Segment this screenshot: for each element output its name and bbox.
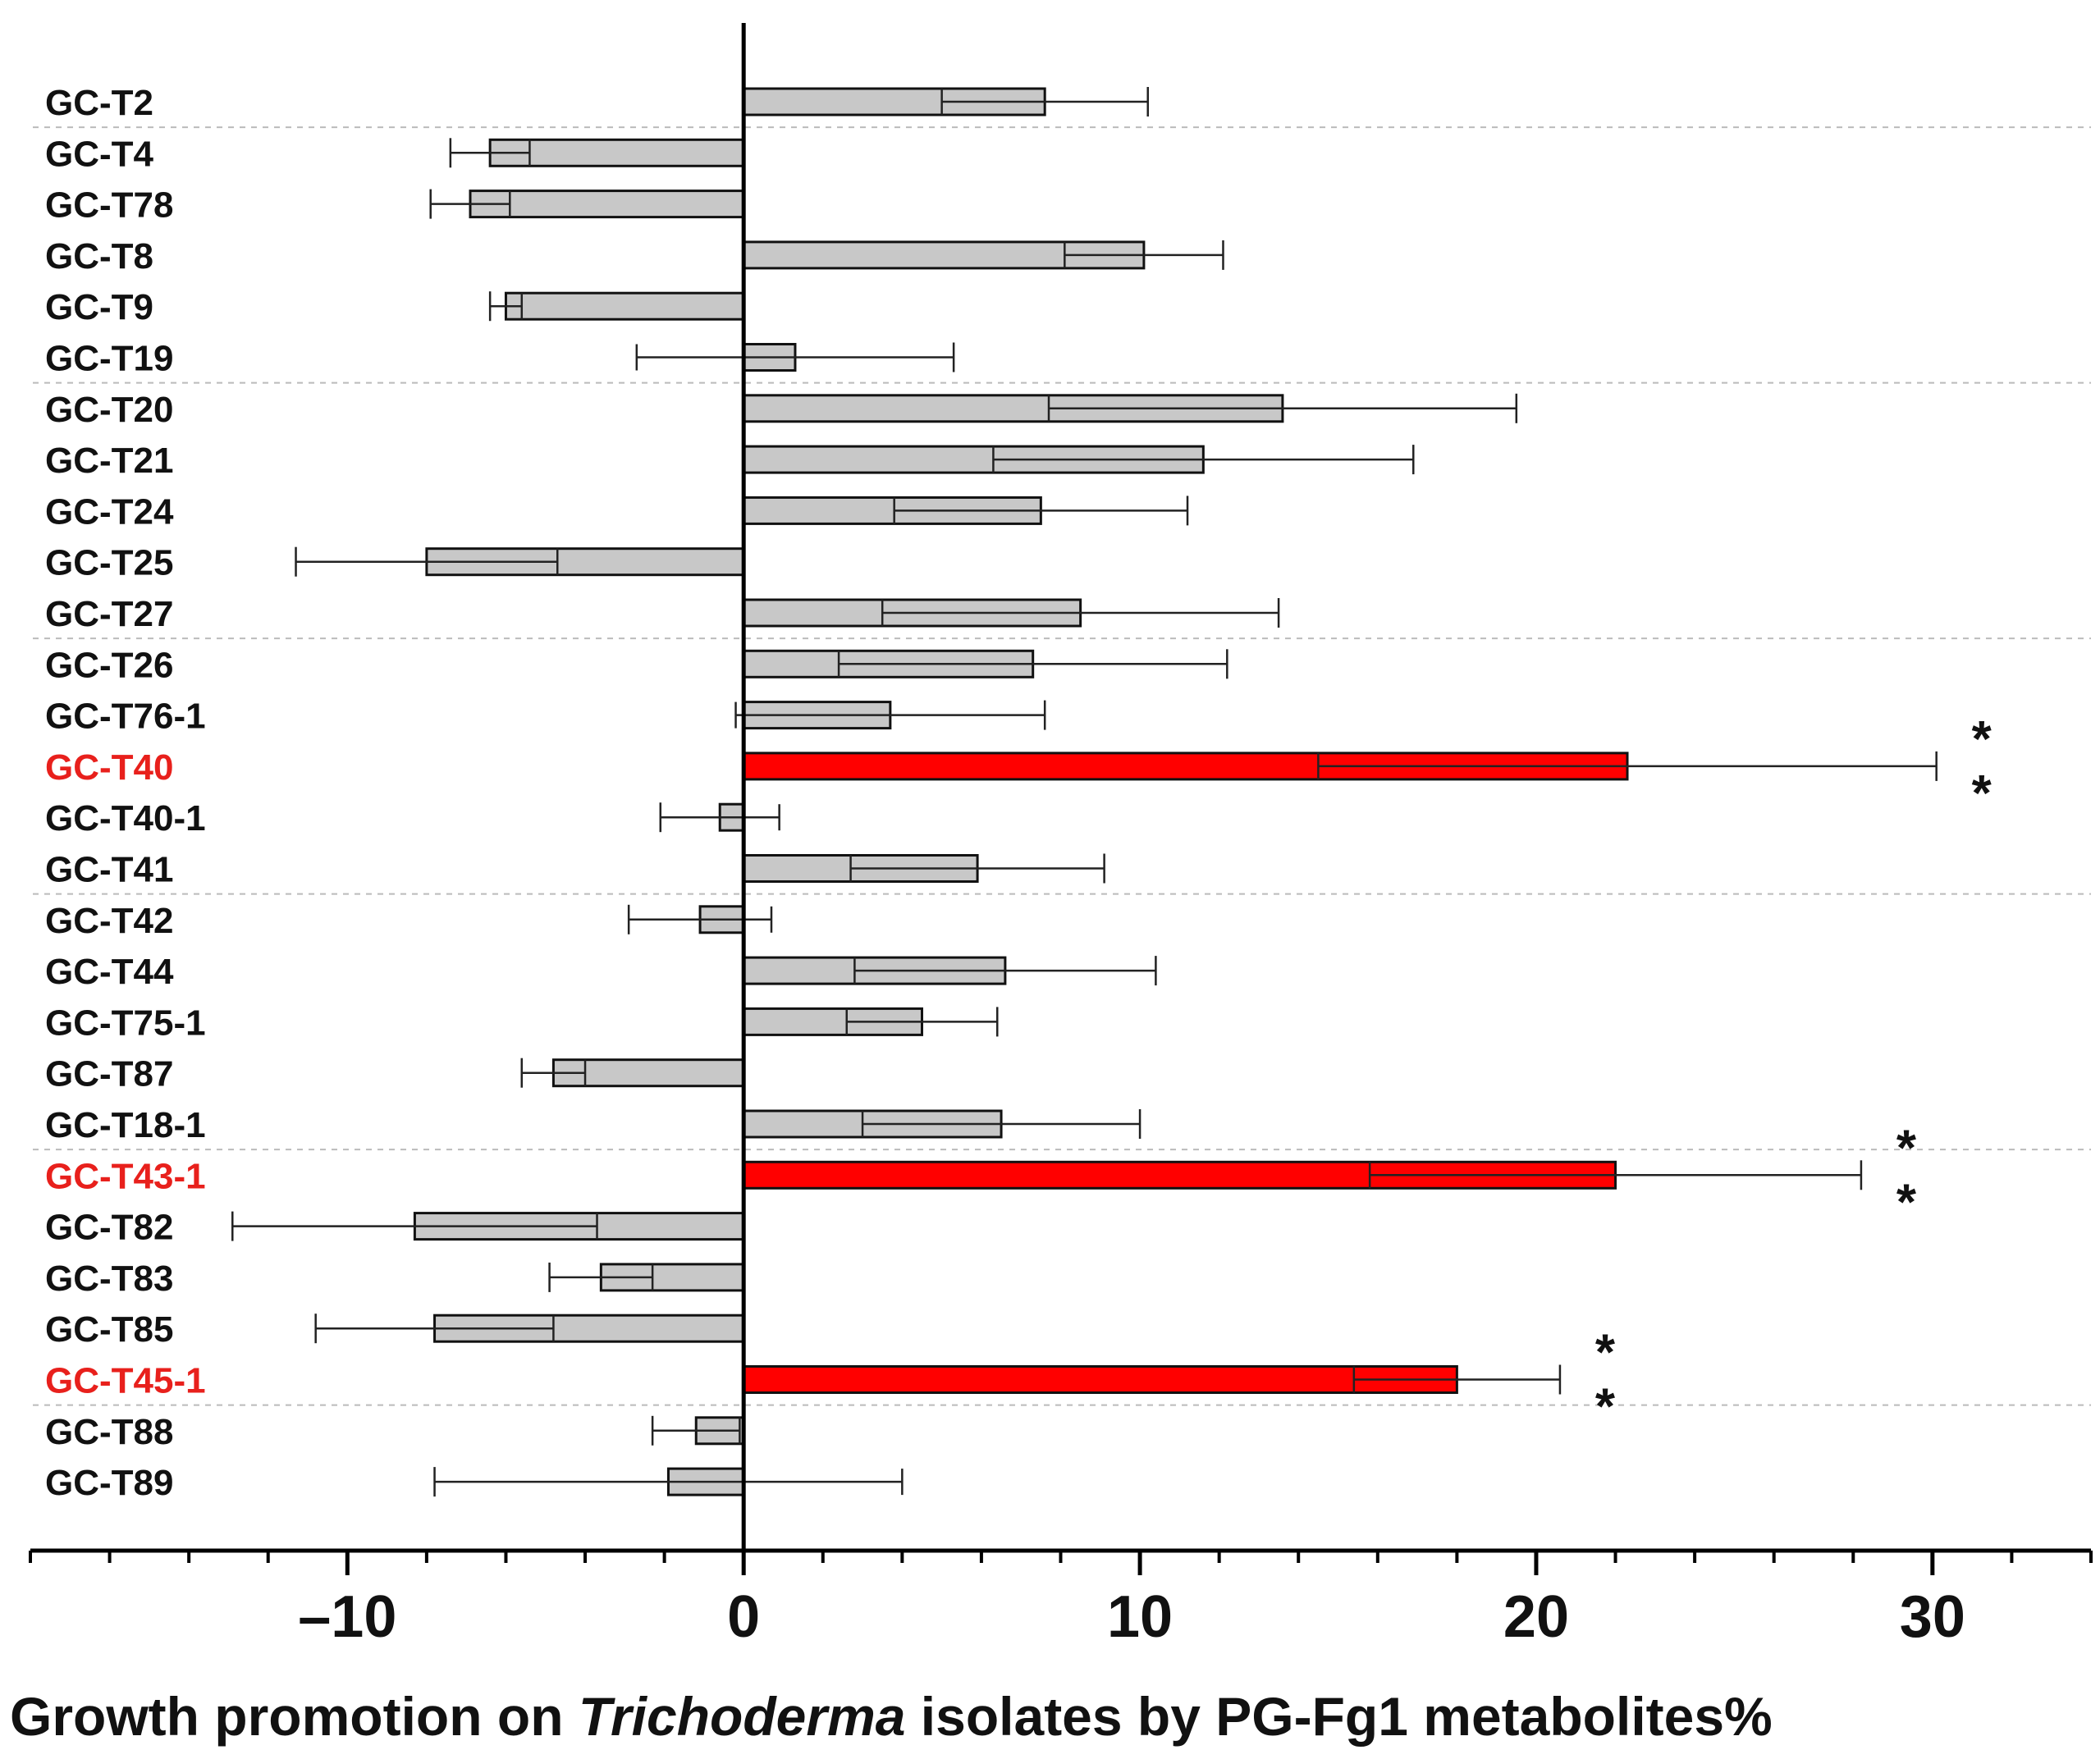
bars-layer [413, 87, 1629, 1496]
category-label-gc-t24: GC-T24 [45, 491, 174, 532]
error-bar-gc-t40 [1317, 751, 1938, 781]
category-label-gc-t43-1: GC-T43-1 [45, 1156, 206, 1196]
significance-star: * [1972, 711, 1992, 768]
category-label-gc-t42: GC-T42 [45, 901, 173, 941]
category-label-gc-t26: GC-T26 [45, 645, 173, 685]
category-label-gc-t40-1: GC-T40-1 [45, 798, 206, 838]
error-bar-gc-t4 [449, 138, 531, 168]
error-bar-gc-t85 [314, 1314, 555, 1344]
category-label-gc-t4: GC-T4 [45, 134, 154, 174]
error-bar-gc-t75-1 [845, 1007, 999, 1037]
error-bar-gc-t83 [548, 1262, 654, 1292]
category-label-gc-t41: GC-T41 [45, 850, 173, 890]
error-bar-gc-t2 [940, 87, 1149, 117]
x-tick-label: 10 [1107, 1584, 1173, 1650]
bar-gc-t78 [469, 190, 745, 219]
category-label-gc-t87: GC-T87 [45, 1054, 173, 1094]
x-tick-label: 0 [727, 1584, 760, 1650]
significance-star: * [1972, 765, 1992, 822]
error-bar-gc-t87 [520, 1058, 587, 1088]
error-bar-gc-t42 [627, 904, 773, 934]
category-label-gc-t89: GC-T89 [45, 1463, 173, 1503]
x-tick-label: –10 [298, 1584, 396, 1650]
category-label-gc-t21: GC-T21 [45, 441, 173, 481]
error-bar-gc-t27 [881, 598, 1280, 628]
category-label-gc-t83: GC-T83 [45, 1259, 173, 1299]
x-label-part: Growth promotion on [10, 1686, 579, 1747]
category-label-gc-t27: GC-T27 [45, 594, 173, 634]
x-label-part: isolates by PG-Fg1 metabolites% [905, 1686, 1772, 1747]
x-axis-label: Growth promotion on Trichoderma isolates… [10, 1686, 1773, 1747]
error-bar-gc-t25 [295, 546, 559, 577]
x-tick-label: 30 [1900, 1584, 1965, 1650]
category-label-gc-t8: GC-T8 [45, 236, 153, 276]
category-label-gc-t19: GC-T19 [45, 339, 173, 379]
error-bars-layer [231, 87, 1938, 1497]
error-bar-gc-t41 [849, 853, 1105, 884]
error-bar-gc-t45-1 [1352, 1364, 1562, 1395]
category-label-gc-t82: GC-T82 [45, 1208, 173, 1248]
category-label-gc-t18-1: GC-T18-1 [45, 1105, 206, 1145]
bar-gc-t9 [504, 291, 745, 321]
error-bar-gc-t8 [1064, 240, 1224, 270]
significance-star: * [1595, 1325, 1616, 1382]
category-labels: GC-T2 GC-T4 GC-T78 GC-T8 GC-T9 GC-T19 GC-T20 GC… [45, 83, 206, 1503]
category-label-gc-t25: GC-T25 [45, 543, 173, 583]
category-label-gc-t88: GC-T88 [45, 1412, 173, 1452]
error-bar-gc-t82 [231, 1211, 598, 1241]
error-bar-gc-t89 [433, 1467, 904, 1497]
category-label-gc-t20: GC-T20 [45, 390, 173, 430]
x-axis: –10 0 10 20 30 [29, 1548, 2093, 1650]
error-bar-gc-t18-1 [861, 1109, 1142, 1139]
error-bar-gc-t78 [429, 189, 511, 219]
category-label-gc-t75-1: GC-T75-1 [45, 1003, 206, 1043]
significance-star: * [1595, 1379, 1616, 1436]
error-bar-gc-t21 [992, 445, 1415, 475]
category-label-gc-t85: GC-T85 [45, 1309, 173, 1350]
error-bar-gc-t44 [853, 956, 1157, 986]
significance-star: * [1896, 1120, 1917, 1176]
x-tick-label: 20 [1503, 1584, 1569, 1650]
x-label-italic-part: Trichoderma [579, 1686, 906, 1747]
significance-markers: ****** [1595, 711, 1992, 1436]
error-bar-gc-t88 [651, 1415, 741, 1446]
error-bar-gc-t40-1 [659, 802, 780, 833]
category-label-gc-t44: GC-T44 [45, 952, 174, 992]
bar-gc-t45-1 [742, 1365, 1458, 1394]
category-label-gc-t78: GC-T78 [45, 185, 173, 226]
category-label-gc-t40: GC-T40 [45, 747, 173, 788]
error-bar-gc-t19 [635, 342, 955, 372]
significance-star: * [1896, 1174, 1917, 1231]
category-label-gc-t76-1: GC-T76-1 [45, 697, 206, 737]
error-bar-gc-t43-1 [1368, 1160, 1863, 1190]
error-bar-gc-t20 [1047, 393, 1518, 423]
group-separators [33, 126, 2091, 1406]
error-bar-gc-t9 [488, 291, 524, 322]
error-bar-gc-t24 [893, 496, 1189, 526]
error-bar-gc-t76-1 [734, 700, 1046, 730]
category-label-gc-t45-1: GC-T45-1 [45, 1361, 206, 1401]
category-label-gc-t2: GC-T2 [45, 83, 153, 123]
error-bar-gc-t26 [837, 649, 1228, 679]
category-label-gc-t9: GC-T9 [45, 287, 153, 327]
